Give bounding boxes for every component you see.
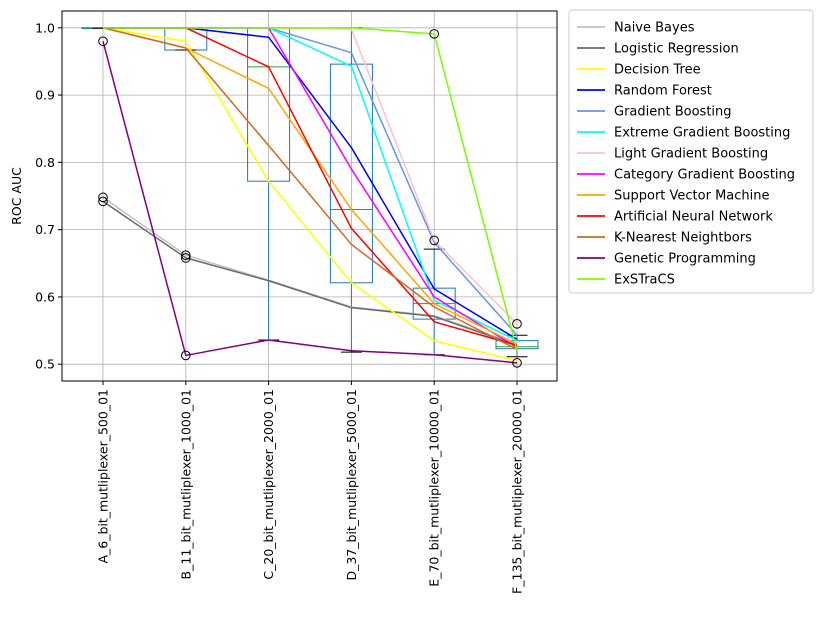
series-line (102, 196, 518, 345)
plot-frame (61, 10, 558, 382)
legend-label: Category Gradient Boosting (614, 168, 795, 183)
legend-item: Extreme Gradient Boosting (577, 126, 790, 141)
series-line (102, 27, 518, 351)
legend-item: Category Gradient Boosting (577, 168, 795, 183)
y-tick-label: 0.9 (35, 88, 55, 103)
x-axis-ticks: A_6_bit_mutliplexer_500_01 B_11_bit_mutli… (96, 381, 525, 594)
outlier-point (512, 319, 522, 329)
y-axis-label: ROC AUC (9, 167, 24, 225)
legend-label: Light Gradient Boosting (614, 147, 768, 162)
legend-item: Random Forest (577, 84, 712, 99)
series-line (102, 41, 518, 364)
outlier-point (181, 350, 191, 361)
outlier-points (98, 29, 522, 368)
x-tick-label: A_6_bit_mutliplexer_500_01 (96, 389, 111, 564)
legend-label: K-Nearest Neightbors (614, 231, 752, 246)
legend-item: Genetic Programming (577, 252, 756, 267)
y-tick-label: 1.0 (35, 20, 55, 35)
y-tick-label: 0.5 (35, 357, 55, 372)
series-line (103, 27, 518, 351)
legend-label: Decision Tree (614, 63, 701, 78)
grid-lines (62, 11, 557, 381)
x-tick-label: C_20_bit_mutliplexer_2000_01 (261, 389, 276, 580)
y-tick-label: 0.6 (35, 289, 55, 304)
outlier-point (98, 196, 108, 207)
outlier-point (181, 253, 191, 263)
legend-label: Gradient Boosting (614, 105, 732, 120)
outlier-point (98, 36, 108, 47)
outlier-point (512, 358, 522, 368)
x-tick-label: F_135_bit_mutliplexer_20000_01 (510, 389, 525, 594)
legend-label: Random Forest (614, 84, 712, 99)
legend-item: Decision Tree (577, 63, 701, 78)
legend-item: Naive Bayes (577, 21, 695, 36)
outlier-point (181, 250, 191, 260)
outlier-point (429, 235, 440, 246)
series-lines (102, 27, 518, 364)
legend-label: Support Vector Machine (614, 189, 770, 204)
y-tick-label: 0.7 (35, 222, 55, 237)
legend: Naive Bayes Logistic Regression Decision T… (568, 9, 814, 294)
outlier-point (429, 29, 440, 39)
x-tick-label: E_70_bit_mutliplexer_10000_01 (427, 389, 442, 587)
legend-label: Artificial Neural Network (614, 210, 773, 225)
x-tick-label: B_11_bit_mutliplexer_1000_01 (178, 389, 193, 579)
legend-item: Logistic Regression (577, 42, 739, 57)
y-tick-label: 0.8 (35, 155, 55, 170)
legend-label: ExSTraCS (614, 273, 675, 288)
y-axis-ticks: 0.5 0.6 0.7 0.8 0.9 1.0 (35, 20, 62, 372)
series-line (102, 200, 518, 347)
legend-frame (568, 9, 814, 294)
series-line (102, 27, 518, 362)
legend-label: Logistic Regression (614, 42, 739, 57)
legend-item: Artificial Neural Network (577, 210, 773, 225)
legend-label: Extreme Gradient Boosting (614, 126, 790, 141)
legend-item: Support Vector Machine (577, 189, 770, 204)
legend-label: Naive Bayes (614, 21, 695, 36)
legend-label: Genetic Programming (614, 252, 756, 267)
legend-item: K-Nearest Neightbors (577, 231, 752, 246)
x-tick-label: D_37_bit_mutliplexer_5000_01 (344, 389, 359, 580)
legend-item: Gradient Boosting (577, 105, 732, 120)
legend-item: Light Gradient Boosting (577, 147, 768, 162)
legend-item: ExSTraCS (577, 273, 675, 288)
boxplots (81, 27, 539, 358)
outlier-point (98, 192, 108, 203)
